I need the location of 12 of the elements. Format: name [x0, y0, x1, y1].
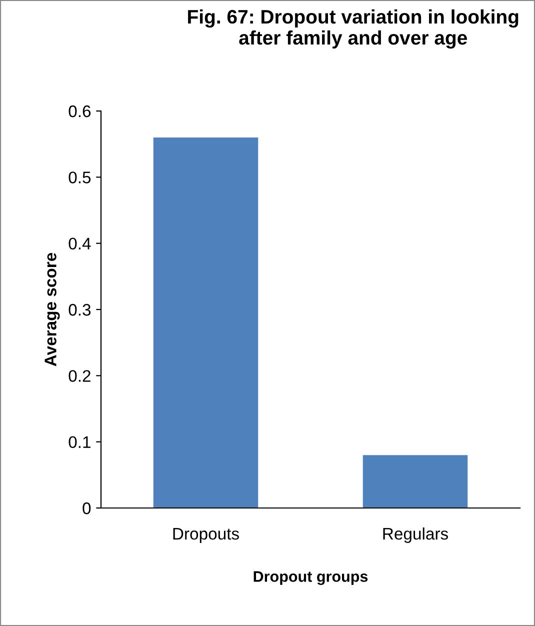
y-tick-label: 0 [82, 502, 91, 514]
y-tick-label: 0.3 [68, 304, 91, 316]
y-axis-title: Average score [44, 252, 60, 366]
y-tick-label: 0.5 [68, 172, 91, 184]
y-tick-label: 0.4 [68, 238, 91, 250]
y-tick-label: 0.6 [68, 105, 91, 118]
y-tick-label: 0.1 [68, 436, 90, 448]
x-tick-label: Regulars [383, 527, 448, 543]
chart-title: Fig. 67: Dropout variation in looking after family and over age [188, 9, 518, 49]
x-axis-title: Dropout groups [254, 571, 368, 585]
x-tick-label: Dropouts [173, 528, 239, 543]
y-tick-label: 0.2 [68, 370, 90, 382]
